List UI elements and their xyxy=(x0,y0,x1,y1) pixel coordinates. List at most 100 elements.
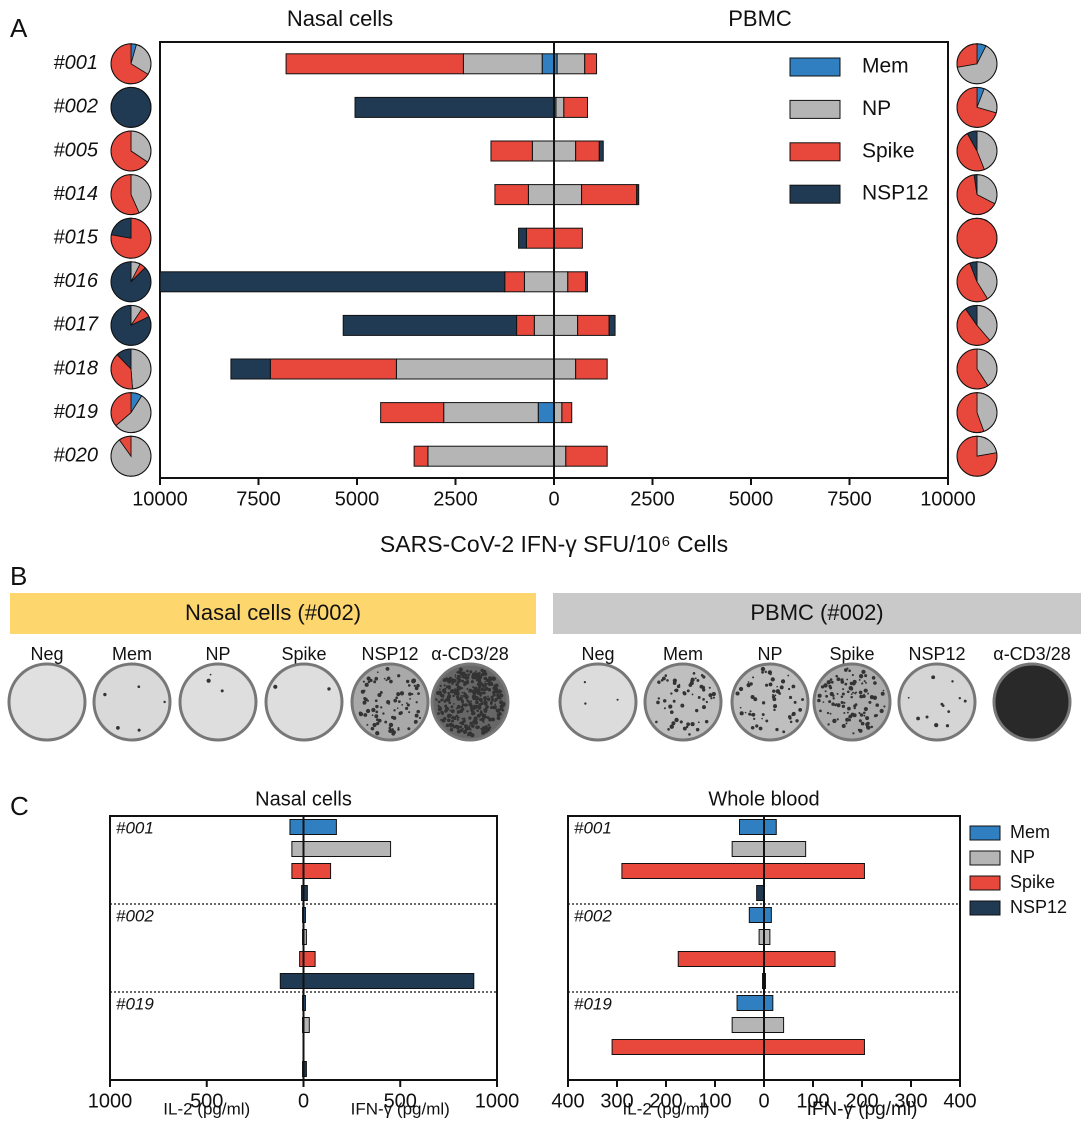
x-tick-label: 10000 xyxy=(920,488,976,510)
spot xyxy=(789,720,793,724)
spot xyxy=(710,697,713,700)
spot xyxy=(879,708,884,714)
spot xyxy=(925,715,929,719)
spot xyxy=(854,703,858,706)
panel-label: A xyxy=(10,13,28,43)
pie-outline xyxy=(956,130,998,172)
spot xyxy=(945,724,950,728)
spot xyxy=(405,706,409,710)
pie-outline xyxy=(956,304,998,346)
spot xyxy=(472,707,476,710)
spot xyxy=(668,704,673,709)
spot xyxy=(857,728,861,732)
spot xyxy=(882,689,885,692)
spot xyxy=(686,722,690,727)
spot xyxy=(761,670,764,674)
bar-segment xyxy=(523,271,555,293)
bar-segment xyxy=(608,314,616,336)
spot xyxy=(468,688,473,693)
spot xyxy=(375,704,379,709)
spot xyxy=(480,687,485,692)
panel-label: B xyxy=(10,561,27,591)
bar-segment xyxy=(527,184,555,206)
spot xyxy=(416,709,421,714)
spot xyxy=(461,675,464,679)
spot xyxy=(375,718,379,722)
spot xyxy=(399,711,403,715)
spot xyxy=(690,721,695,727)
spot xyxy=(584,702,587,705)
spot xyxy=(455,682,459,687)
row-label: #017 xyxy=(54,314,99,336)
spot xyxy=(947,710,951,714)
spot xyxy=(940,702,944,706)
pie-slice xyxy=(956,43,978,68)
spot xyxy=(845,722,848,725)
row-label: #014 xyxy=(54,183,99,205)
spot xyxy=(461,703,465,707)
spot xyxy=(459,709,464,714)
spot xyxy=(445,723,450,728)
x-tick-label: 100 xyxy=(796,1090,829,1112)
spot xyxy=(448,713,451,716)
spot xyxy=(931,675,936,680)
spot xyxy=(491,717,496,722)
panel-b-title: PBMC (#002) xyxy=(750,600,883,625)
spot xyxy=(436,690,441,696)
spot xyxy=(773,708,776,712)
spot xyxy=(466,710,469,713)
spot xyxy=(447,691,451,695)
well-label: NSP12 xyxy=(361,644,418,664)
spot xyxy=(466,687,469,690)
bar-segment xyxy=(490,140,533,162)
spot xyxy=(749,682,753,686)
legend-swatch xyxy=(969,900,1001,916)
spot xyxy=(656,700,660,705)
group-label: #019 xyxy=(574,995,612,1014)
spot xyxy=(702,698,705,701)
spot xyxy=(362,701,367,705)
row-label: #005 xyxy=(54,139,99,161)
spot xyxy=(817,693,822,698)
bar-segment xyxy=(553,271,569,293)
bar-segment xyxy=(553,184,583,206)
spot xyxy=(366,723,369,726)
spot xyxy=(411,693,414,696)
bar-segment xyxy=(575,140,600,162)
spot xyxy=(963,699,967,703)
spot xyxy=(484,672,488,676)
spot xyxy=(451,719,455,723)
spot xyxy=(678,683,681,686)
row-label: #015 xyxy=(54,226,99,248)
legend-swatch xyxy=(969,825,1001,841)
spot xyxy=(872,695,878,700)
spot xyxy=(655,720,658,724)
x-tick-label: 400 xyxy=(551,1090,584,1112)
pie-slice xyxy=(130,348,152,390)
spot xyxy=(370,726,375,731)
spot xyxy=(689,681,694,686)
bar-segment xyxy=(553,314,579,336)
spot xyxy=(413,719,418,724)
spot xyxy=(397,700,401,704)
bar-segment xyxy=(494,184,529,206)
spot xyxy=(450,709,455,714)
pie-outline xyxy=(110,392,152,434)
spot xyxy=(358,711,362,715)
spot xyxy=(470,700,473,703)
spot xyxy=(483,676,487,681)
spot xyxy=(844,682,848,686)
bar-segment xyxy=(395,358,555,380)
spot xyxy=(862,711,866,715)
spot xyxy=(852,679,857,684)
spot xyxy=(486,678,490,681)
spot xyxy=(480,717,485,722)
spot xyxy=(697,696,701,699)
bar xyxy=(748,907,765,923)
spot xyxy=(499,693,504,698)
row-label: #002 xyxy=(54,96,99,118)
x-axis-label: IL-2 (pg/ml) xyxy=(163,1099,250,1118)
spot xyxy=(858,678,861,681)
pie-outline xyxy=(956,217,998,259)
spot xyxy=(770,677,775,682)
